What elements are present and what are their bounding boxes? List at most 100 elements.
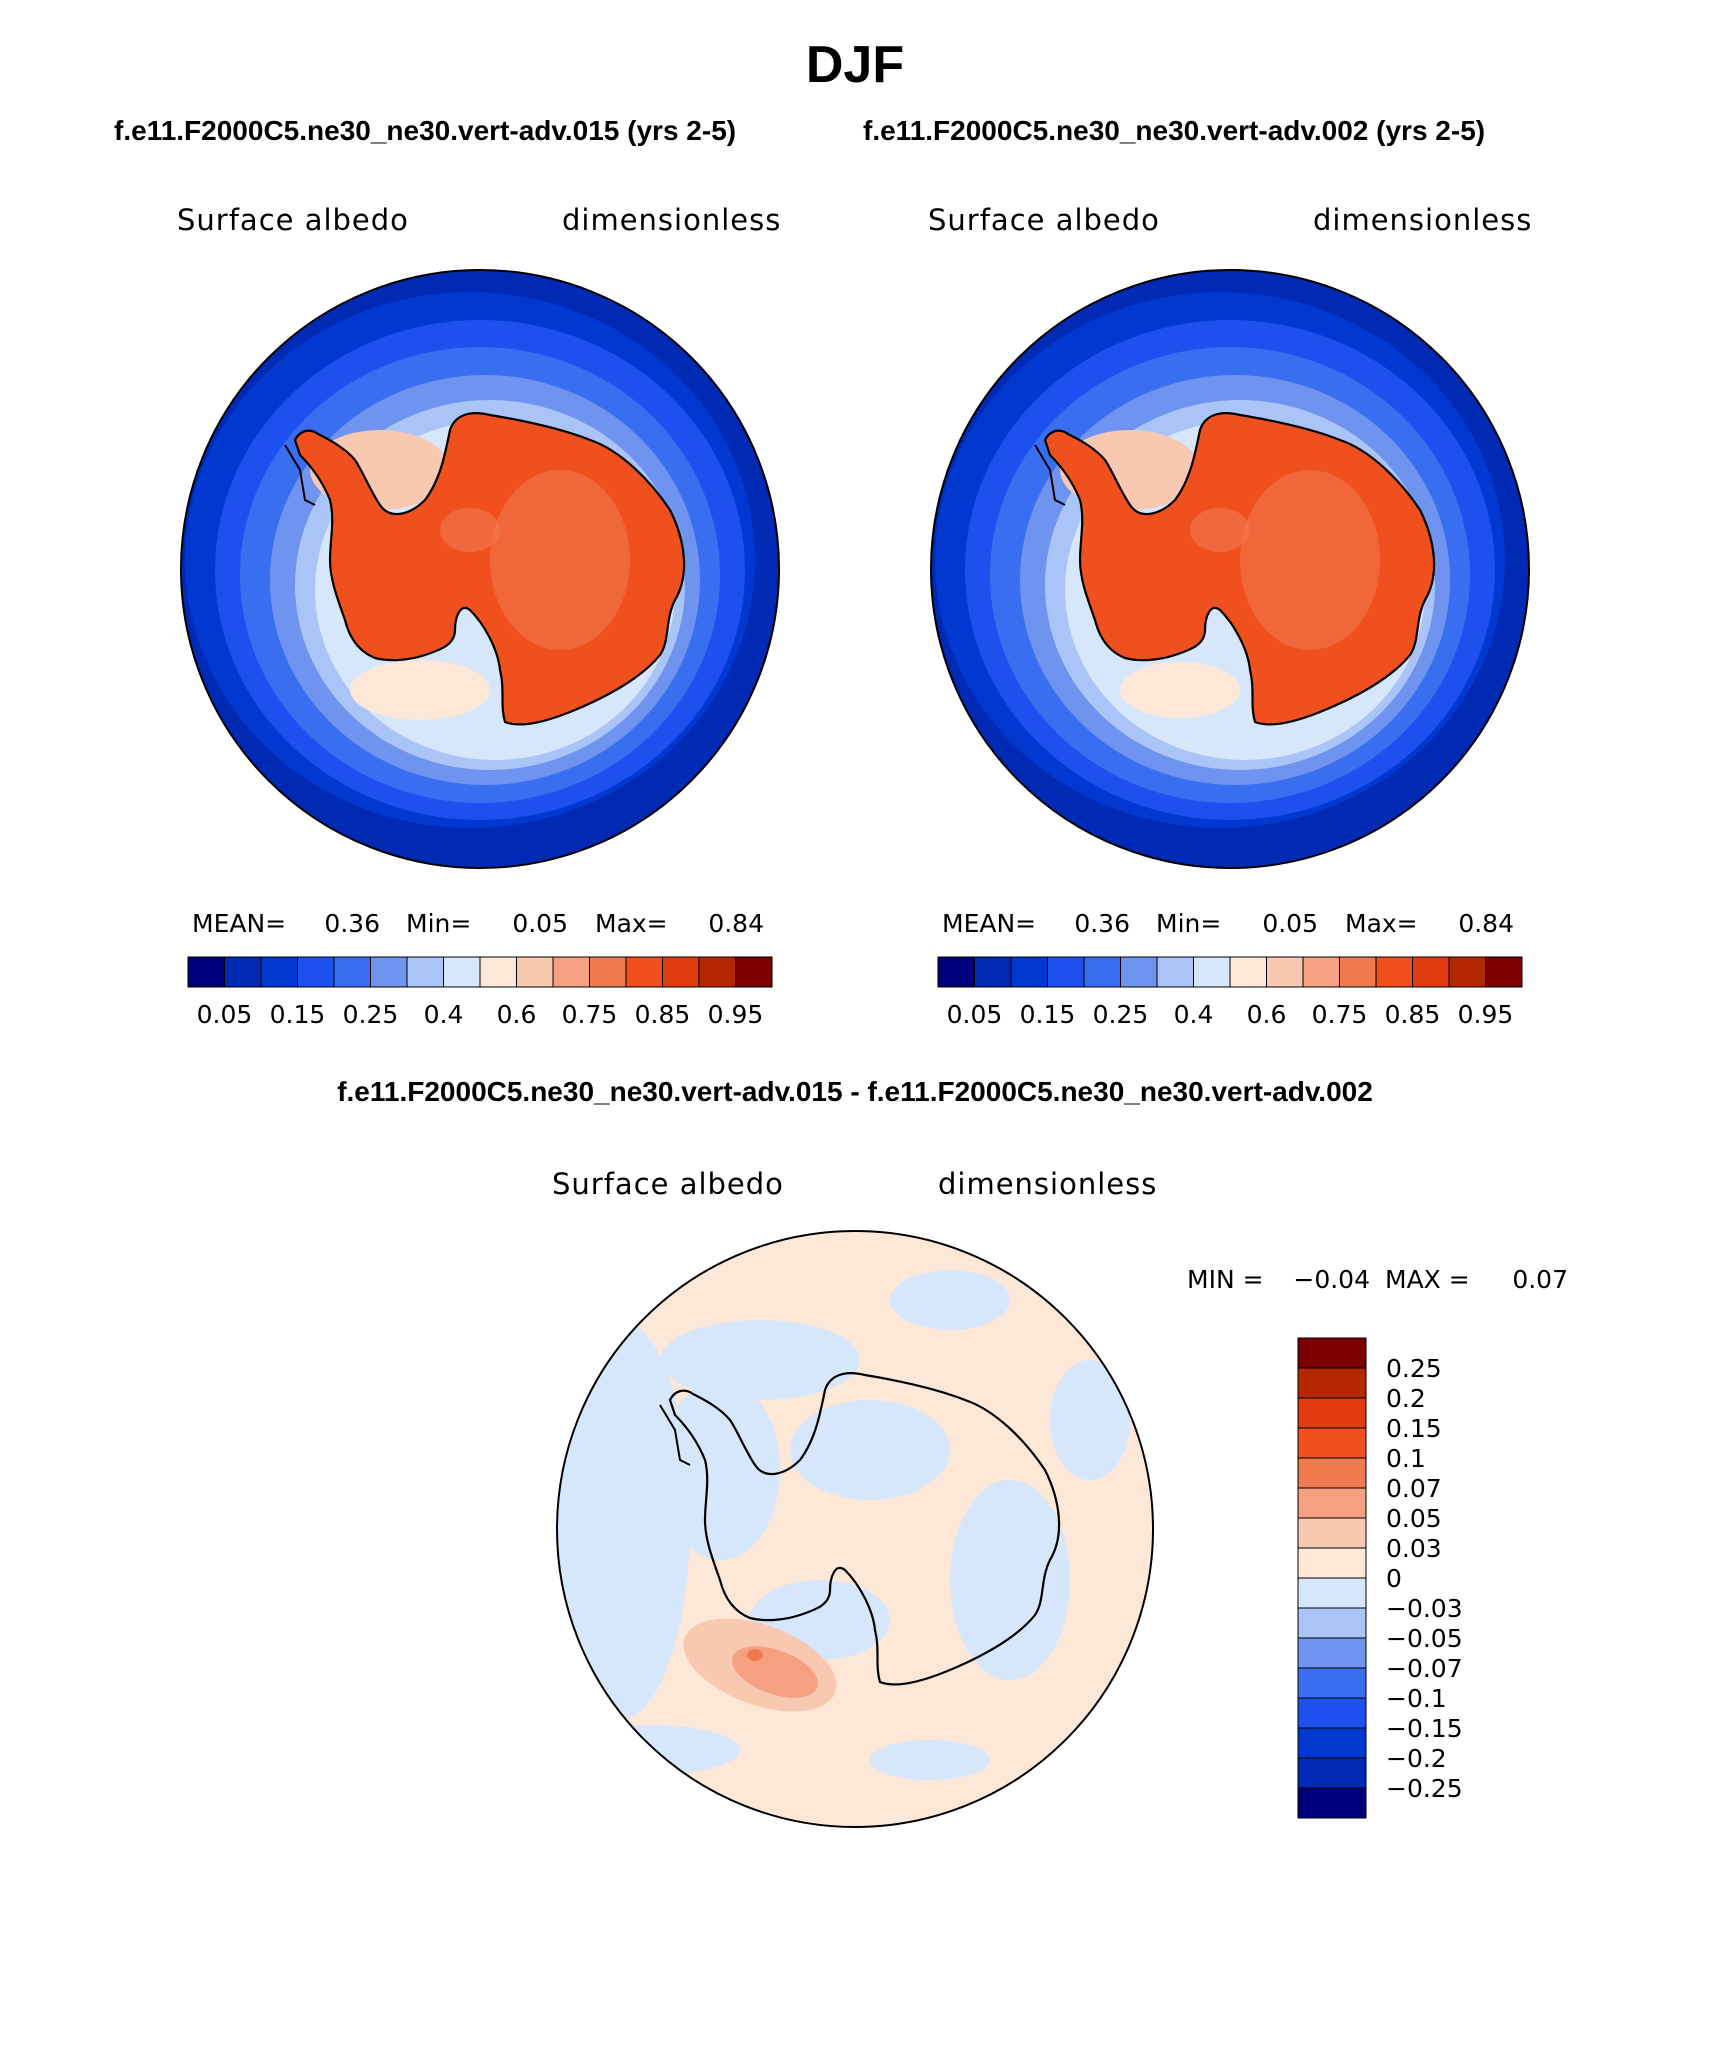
colorbar-left-label-5: 0.75 — [562, 1000, 618, 1029]
colorbar-right-swatch-7 — [1193, 956, 1231, 988]
colorbar-diff-label-0: 0.25 — [1386, 1354, 1442, 1383]
variable-label-left: Surface albedo — [177, 203, 409, 237]
colorbar-diff-swatch-12 — [1297, 1697, 1367, 1729]
map-boundary-diff — [556, 1230, 1154, 1828]
case-title-right: f.e11.F2000C5.ne30_ne30.vert-adv.002 (yr… — [863, 115, 1485, 146]
figure-title: DJF — [806, 36, 904, 94]
colorbar-diff-swatch-4 — [1297, 1457, 1367, 1489]
colorbar-left-swatch-2 — [260, 956, 298, 988]
colorbar-diff-label-2: 0.15 — [1386, 1414, 1442, 1443]
colorbar-right-swatch-13 — [1412, 956, 1450, 988]
colorbar-right-label-6: 0.85 — [1385, 1000, 1441, 1029]
colorbar-diff-label-3: 0.1 — [1386, 1444, 1426, 1473]
map-boundary-right — [930, 269, 1530, 869]
mean-label-left: MEAN= — [192, 909, 286, 938]
colorbar-diff-swatch-3 — [1297, 1427, 1367, 1459]
colorbar-left-swatch-7 — [443, 956, 481, 988]
min-value-left: 0.05 — [512, 909, 568, 938]
colorbar-left-swatch-9 — [516, 956, 554, 988]
colorbar-diff-swatch-7 — [1297, 1547, 1367, 1579]
mean-label-right: MEAN= — [942, 909, 1036, 938]
polar-map-left — [181, 270, 779, 868]
colorbar-left-swatch-11 — [589, 956, 627, 988]
stats-left: MEAN= 0.36 Min= 0.05 Max= 0.84 — [192, 909, 764, 938]
colorbar-left: 0.05 0.15 0.25 0.4 0.6 0.75 0.85 0.95 — [187, 956, 773, 1029]
max-value-right: 0.84 — [1458, 909, 1514, 938]
colorbar-left-swatch-3 — [297, 956, 335, 988]
case-title-left: f.e11.F2000C5.ne30_ne30.vert-adv.015 (yr… — [114, 115, 736, 146]
colorbar-right-label-5: 0.75 — [1312, 1000, 1368, 1029]
colorbar-diff-label-13: −0.2 — [1386, 1744, 1447, 1773]
difference-title: f.e11.F2000C5.ne30_ne30.vert-adv.015 - f… — [337, 1076, 1373, 1107]
min-value-diff: −0.04 — [1293, 1265, 1370, 1294]
max-value-left: 0.84 — [708, 909, 764, 938]
variable-label-diff: Surface albedo — [552, 1167, 784, 1201]
colorbar-right-swatch-5 — [1120, 956, 1158, 988]
colorbar-left-swatch-14 — [698, 956, 736, 988]
colorbar-diff-swatch-5 — [1297, 1487, 1367, 1519]
units-label-right: dimensionless — [1313, 203, 1532, 237]
colorbar-diff-swatch-0 — [1297, 1337, 1367, 1369]
colorbar-left-label-4: 0.6 — [497, 1000, 537, 1029]
colorbar-diff-label-7: 0 — [1386, 1564, 1402, 1593]
min-label-diff: MIN = — [1187, 1265, 1264, 1294]
colorbar-diff-label-10: −0.07 — [1386, 1654, 1463, 1683]
colorbar-right-label-4: 0.6 — [1247, 1000, 1287, 1029]
min-label-left: Min= — [406, 909, 471, 938]
colorbar-left-label-1: 0.15 — [270, 1000, 326, 1029]
map-boundary-left — [180, 269, 780, 869]
colorbar-right-label-3: 0.4 — [1174, 1000, 1214, 1029]
colorbar-diff-label-9: −0.05 — [1386, 1624, 1463, 1653]
colorbar-diff-swatch-10 — [1297, 1637, 1367, 1669]
colorbar-right-swatch-14 — [1448, 956, 1486, 988]
max-label-right: Max= — [1345, 909, 1418, 938]
colorbar-left-swatch-5 — [370, 956, 408, 988]
colorbar-diff-label-14: −0.25 — [1386, 1774, 1463, 1803]
colorbar-left-swatch-12 — [625, 956, 663, 988]
polar-map-right — [931, 270, 1529, 868]
min-label-right: Min= — [1156, 909, 1221, 938]
colorbar-left-swatch-4 — [333, 956, 371, 988]
colorbar-diff-swatch-13 — [1297, 1727, 1367, 1759]
polar-map-diff — [557, 1231, 1153, 1827]
colorbar-diff-swatch-15 — [1297, 1787, 1367, 1819]
max-label-diff: MAX = — [1385, 1265, 1470, 1294]
colorbar-diff-swatch-1 — [1297, 1367, 1367, 1399]
colorbar-left-swatch-6 — [406, 956, 444, 988]
colorbar-diff: 0.250.20.150.10.070.050.030−0.03−0.05−0.… — [1297, 1337, 1463, 1819]
colorbar-diff-label-6: 0.03 — [1386, 1534, 1442, 1563]
colorbar-right-label-2: 0.25 — [1093, 1000, 1149, 1029]
units-label-diff: dimensionless — [938, 1167, 1157, 1201]
colorbar-left-label-2: 0.25 — [343, 1000, 399, 1029]
colorbar-right: 0.05 0.15 0.25 0.4 0.6 0.75 0.85 0.95 — [937, 956, 1523, 1029]
colorbar-left-label-0: 0.05 — [197, 1000, 253, 1029]
colorbar-diff-swatch-11 — [1297, 1667, 1367, 1699]
colorbar-right-swatch-3 — [1047, 956, 1085, 988]
panel-top-right: Surface albedo dimensionless M — [928, 203, 1532, 1029]
colorbar-left-swatch-0 — [187, 956, 225, 988]
colorbar-diff-label-12: −0.15 — [1386, 1714, 1463, 1743]
colorbar-right-swatch-6 — [1156, 956, 1194, 988]
mean-value-right: 0.36 — [1074, 909, 1130, 938]
colorbar-right-label-0: 0.05 — [947, 1000, 1003, 1029]
panel-top-left: Surface albedo dimensionless MEAN= 0.36 … — [177, 203, 781, 1029]
colorbar-diff-swatch-8 — [1297, 1577, 1367, 1609]
min-value-right: 0.05 — [1262, 909, 1318, 938]
max-value-diff: 0.07 — [1512, 1265, 1568, 1294]
units-label-left: dimensionless — [562, 203, 781, 237]
colorbar-right-swatch-11 — [1339, 956, 1377, 988]
colorbar-left-label-7: 0.95 — [708, 1000, 764, 1029]
colorbar-diff-label-5: 0.05 — [1386, 1504, 1442, 1533]
colorbar-diff-swatch-2 — [1297, 1397, 1367, 1429]
variable-label-right: Surface albedo — [928, 203, 1160, 237]
colorbar-diff-swatch-14 — [1297, 1757, 1367, 1789]
colorbar-diff-swatch-6 — [1297, 1517, 1367, 1549]
colorbar-left-swatch-8 — [479, 956, 517, 988]
panel-difference: f.e11.F2000C5.ne30_ne30.vert-adv.015 - f… — [337, 1076, 1568, 1828]
colorbar-diff-label-1: 0.2 — [1386, 1384, 1426, 1413]
colorbar-left-swatch-10 — [552, 956, 590, 988]
colorbar-right-swatch-1 — [974, 956, 1012, 988]
colorbar-right-swatch-10 — [1302, 956, 1340, 988]
colorbar-right-label-1: 0.15 — [1020, 1000, 1076, 1029]
